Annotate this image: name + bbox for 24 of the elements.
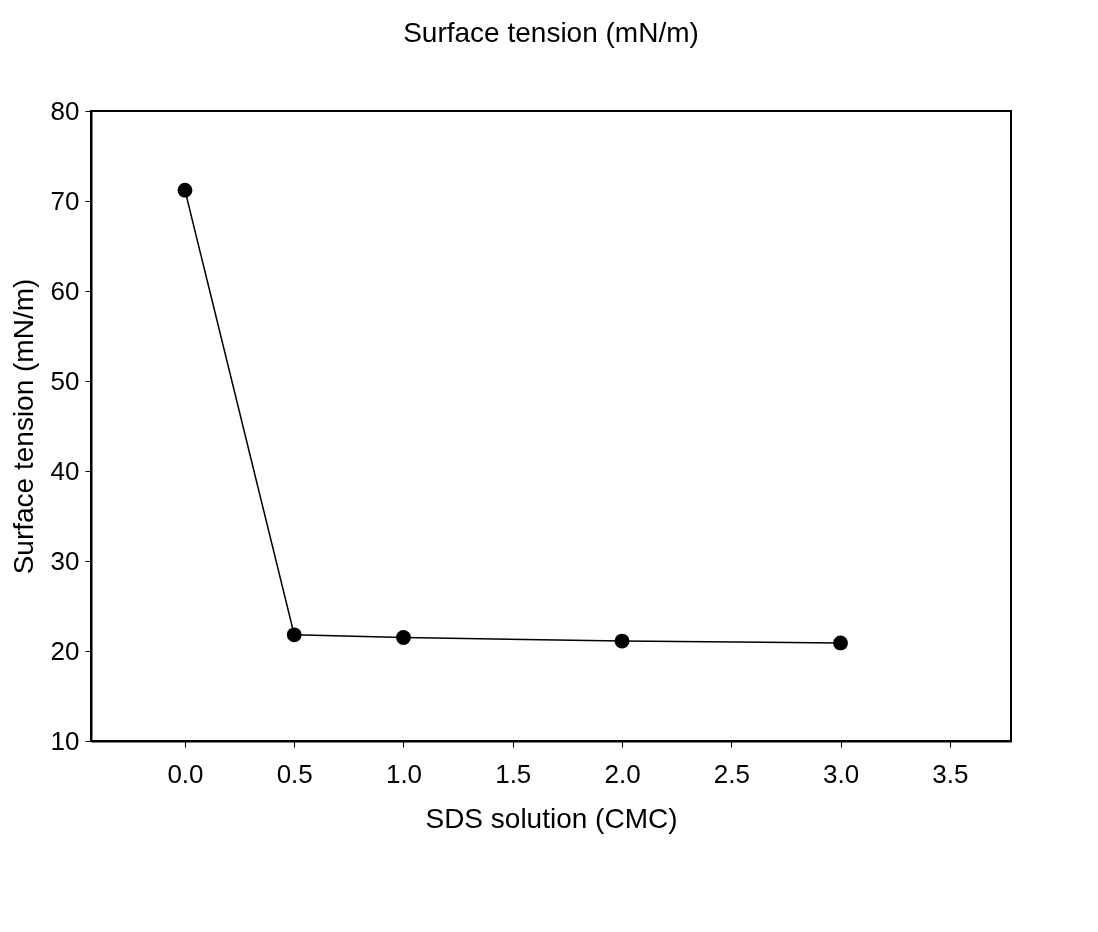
x-tick-label: 1.5 xyxy=(495,758,532,789)
point xyxy=(396,630,411,645)
chart-title: Surface tension (mN/m) xyxy=(403,17,699,48)
y-tick-label: 40 xyxy=(50,455,80,486)
x-tick-label: 1.0 xyxy=(385,758,423,789)
y-tick-label: 50 xyxy=(50,365,80,396)
x-tick-label: 0.5 xyxy=(276,758,313,789)
y-tick-label: 70 xyxy=(50,185,80,216)
y-axis-title: Surface tension (mN/m) xyxy=(7,278,39,575)
y-tick-label: 80 xyxy=(50,95,80,126)
x-tick-label: 3.5 xyxy=(932,758,969,789)
x-axis-title: SDS solution (CMC) xyxy=(425,802,678,834)
y-tick-label: 20 xyxy=(50,635,80,666)
point xyxy=(177,182,193,198)
y-tick-label: 30 xyxy=(50,545,80,576)
point xyxy=(286,627,302,643)
x-tick-label: 3.0 xyxy=(822,758,860,789)
x-tick-label: 0.0 xyxy=(167,758,204,789)
y-tick-label: 60 xyxy=(50,275,80,306)
x-tick-label: 2.5 xyxy=(713,758,750,789)
y-tick-label: 10 xyxy=(50,725,80,756)
point xyxy=(833,635,848,651)
x-tick-label: 2.0 xyxy=(604,758,641,789)
point xyxy=(614,633,630,649)
